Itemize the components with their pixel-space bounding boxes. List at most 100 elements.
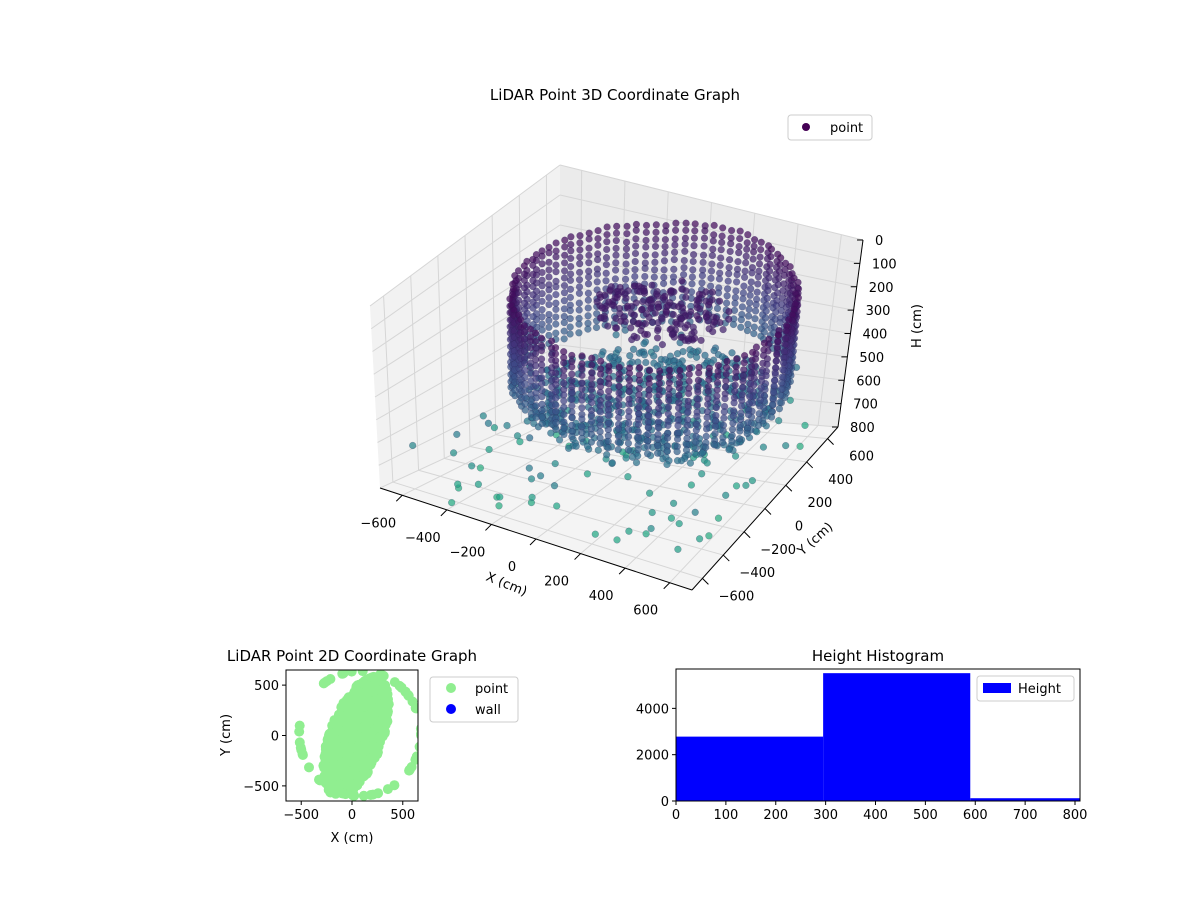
- chart-3d-point: [695, 535, 704, 543]
- chart-3d-point: [718, 232, 726, 240]
- chart-3d-point: [596, 388, 605, 396]
- chart-3d-point: [768, 400, 777, 409]
- hist-x-tick-label: 200: [763, 808, 788, 823]
- chart-3d-grid-line-z-back: [559, 194, 860, 264]
- chart-3d-point: [680, 256, 688, 265]
- chart-3d-point: [682, 219, 690, 227]
- chart-3d-point: [468, 462, 476, 470]
- chart-3d-point: [737, 316, 746, 324]
- chart-3d-point: [593, 270, 602, 278]
- chart-2d-point: [344, 694, 355, 705]
- chart-3d-point: [710, 318, 718, 326]
- chart-2d-point: [377, 731, 388, 742]
- chart-3d-y-tick: [806, 461, 814, 469]
- chart-3d-point: [575, 276, 584, 284]
- chart-3d-point: [707, 274, 715, 282]
- chart-3d-point: [758, 366, 767, 374]
- chart-2d-legend-marker-wall: [446, 704, 456, 714]
- chart-2d-point: [357, 677, 368, 688]
- chart-3d-point: [641, 272, 649, 281]
- chart-3d-point: [747, 285, 755, 293]
- chart-3d-point: [596, 428, 604, 436]
- chart-3d-point: [654, 435, 662, 443]
- chart-3d-point: [633, 333, 641, 342]
- chart-3d-point: [780, 280, 788, 288]
- chart-3d-point: [725, 446, 733, 454]
- chart-3d-point: [552, 369, 560, 377]
- chart-3d-point: [617, 317, 625, 325]
- chart-3d-point: [560, 430, 568, 439]
- chart-3d-point: [644, 423, 652, 432]
- chart-3d-point: [700, 242, 708, 250]
- chart-3d-point: [767, 413, 776, 421]
- chart-3d-point: [552, 268, 560, 276]
- chart-3d-point: [777, 254, 785, 262]
- chart-3d-point: [536, 472, 545, 480]
- chart-3d-z-tick-label: 0: [875, 234, 883, 249]
- chart-3d-point: [652, 221, 660, 229]
- chart-2d-points: [294, 670, 418, 801]
- chart-3d-point: [678, 277, 686, 285]
- chart-3d-point: [710, 221, 718, 230]
- chart-3d-point: [560, 274, 569, 282]
- chart-3d-point: [575, 299, 583, 307]
- chart-3d-point: [722, 364, 731, 372]
- chart-2d-point: [314, 775, 325, 786]
- chart-3d-point: [531, 329, 540, 337]
- chart-3d-point: [653, 326, 662, 335]
- chart-3d-point: [537, 334, 546, 342]
- chart-3d-point: [578, 365, 586, 373]
- chart-3d-grid-line-y-floor: [495, 434, 786, 486]
- chart-3d-lidar: LiDAR Point 3D Coordinate Graph −600 −400…: [360, 86, 925, 619]
- chart-3d-point: [679, 270, 688, 279]
- chart-3d-point: [712, 403, 720, 412]
- chart-3d-point: [699, 258, 707, 267]
- chart-3d-point: [642, 221, 651, 230]
- chart-3d-point: [604, 437, 612, 446]
- chart-3d-point: [642, 358, 650, 367]
- chart-3d-x-tick: [440, 509, 448, 517]
- chart-3d-point: [648, 508, 656, 517]
- chart-3d-point: [742, 481, 750, 490]
- chart-3d-point: [448, 498, 456, 507]
- chart-3d-point: [674, 422, 682, 430]
- chart-3d-point: [596, 370, 605, 378]
- chart-3d-point: [641, 319, 650, 328]
- chart-3d-point: [520, 328, 529, 336]
- chart-3d-point: [704, 387, 712, 396]
- chart-3d-point: [560, 397, 568, 405]
- chart-2d-point: [294, 720, 305, 731]
- chart-3d-point: [774, 331, 782, 339]
- chart-3d-point: [520, 284, 529, 292]
- chart-3d-point: [552, 425, 560, 434]
- chart-3d-point: [779, 366, 787, 374]
- chart-3d-point: [624, 473, 632, 481]
- chart-2d-point: [336, 714, 347, 725]
- hist-x-tick-label: 600: [963, 808, 988, 823]
- chart-3d-point: [693, 412, 701, 421]
- chart-3d-point: [737, 323, 745, 331]
- chart-3d-x-tick: [618, 567, 626, 575]
- chart-3d-point: [611, 275, 620, 283]
- chart-2d-point: [342, 746, 353, 757]
- chart-3d-point: [750, 329, 758, 338]
- chart-3d-point: [738, 383, 747, 392]
- chart-3d-point: [596, 439, 604, 448]
- chart-3d-point: [757, 377, 766, 385]
- chart-3d-point: [667, 514, 676, 522]
- chart-3d-point: [603, 238, 611, 246]
- chart-3d-point: [547, 429, 555, 437]
- chart-3d-point: [702, 432, 710, 441]
- chart-3d-point: [484, 419, 493, 427]
- chart-3d-point: [786, 262, 794, 271]
- chart-3d-point: [796, 442, 804, 450]
- chart-2d-point: [352, 708, 363, 719]
- chart-3d-point: [587, 411, 596, 419]
- chart-3d-point: [708, 251, 717, 260]
- chart-3d-point: [643, 450, 652, 458]
- chart-2d-point: [373, 788, 384, 799]
- chart-3d-point: [561, 243, 569, 251]
- chart-3d-point: [744, 410, 753, 419]
- chart-3d-point: [560, 424, 568, 432]
- chart-3d-point: [689, 257, 697, 266]
